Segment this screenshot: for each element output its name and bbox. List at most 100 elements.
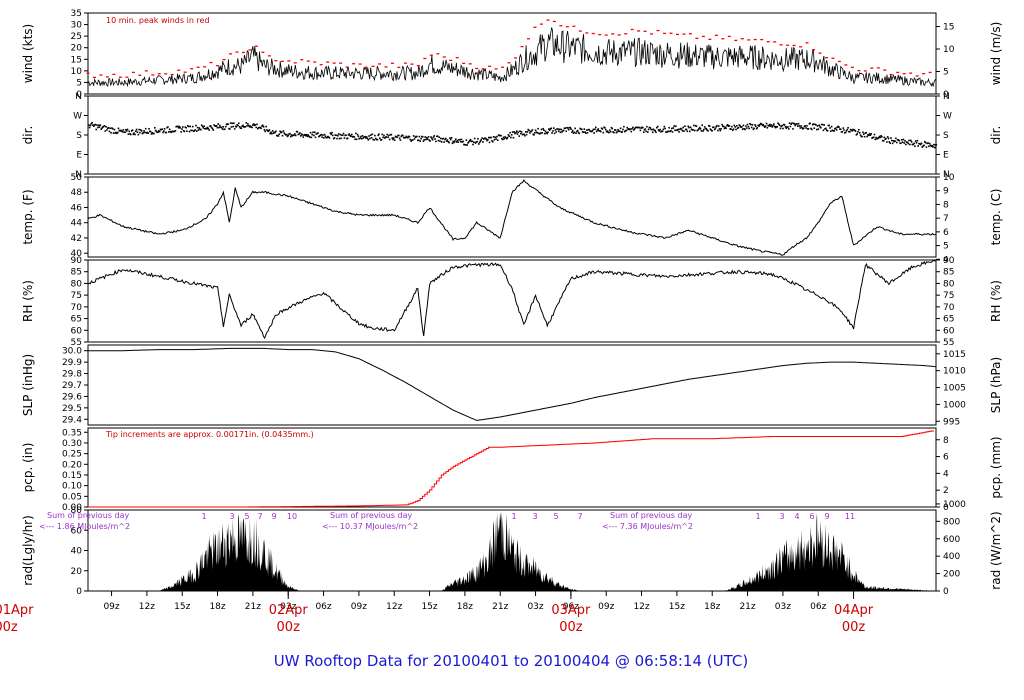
dir-point <box>296 131 299 133</box>
dir-point <box>398 137 401 140</box>
dir-point <box>920 142 923 145</box>
dir-point <box>132 133 135 136</box>
dir-point <box>528 129 530 132</box>
dir-point <box>830 130 832 132</box>
dir-point <box>928 142 931 145</box>
dir-point <box>452 140 454 143</box>
dir-point <box>812 123 815 125</box>
slp-rtick-label: 1000 <box>943 400 966 410</box>
dir-point <box>770 124 773 126</box>
dir-point <box>193 130 196 132</box>
dir-point <box>594 128 596 131</box>
dir-point <box>724 126 727 129</box>
dir-point <box>915 142 918 144</box>
dir-point <box>645 130 647 133</box>
dir-point <box>343 137 346 139</box>
dir-point <box>759 123 761 126</box>
dir-point <box>779 127 782 130</box>
dir-point <box>791 122 793 124</box>
dir-point <box>350 135 352 138</box>
dir-point <box>647 128 650 131</box>
dir-point <box>390 133 393 136</box>
dir-point <box>819 126 821 128</box>
dir-point <box>701 124 703 126</box>
dir-point <box>703 126 706 128</box>
date-label-bottom: 00z <box>842 620 866 635</box>
dir-point <box>894 140 896 142</box>
dir-point <box>477 138 479 140</box>
dir-point <box>207 127 210 130</box>
dir-point <box>687 125 689 128</box>
dir-point <box>668 126 670 129</box>
dir-point <box>715 125 717 128</box>
x-tick-label: 03z <box>775 602 791 612</box>
dir-point <box>669 130 671 133</box>
dir-point <box>853 129 855 131</box>
dir-point <box>675 125 677 128</box>
dir-point <box>516 133 519 135</box>
dir-rtick-label: N <box>943 170 950 180</box>
x-axis: 09z 12z 15z 18z 21z 03z 06z 09z 12z 15z 18z 21z 03z 0… <box>103 591 874 635</box>
footer-caption: UW Rooftop Data for 20100401 to 20100404… <box>274 652 748 670</box>
dir-point <box>388 138 391 141</box>
dir-point <box>351 136 354 138</box>
slp-ltick-label: 29.8 <box>62 370 82 380</box>
dir-point <box>546 132 548 135</box>
dir-point <box>429 140 431 142</box>
dir-point <box>245 122 248 124</box>
panel-slp: SLP (inHg) SLP (hPa) 29.429.5 29.629.729.8 2… <box>21 344 1003 427</box>
dir-point <box>600 130 602 133</box>
dir-point <box>766 127 769 129</box>
dir-point <box>474 142 477 144</box>
dir-point <box>825 127 827 130</box>
dir-point <box>191 125 194 128</box>
dir-point <box>900 142 902 145</box>
dir-point <box>914 140 917 142</box>
dir-ltick-label: W <box>73 112 82 122</box>
dir-point <box>288 133 290 135</box>
dir-point <box>545 132 548 134</box>
dir-point <box>492 140 494 143</box>
dir-point <box>933 143 935 146</box>
dir-point <box>304 133 306 136</box>
dir-point <box>572 132 575 134</box>
dir-point <box>732 128 735 130</box>
dir-point <box>773 123 775 125</box>
dir-point <box>882 140 885 142</box>
pcp-ltick-label: 0.10 <box>62 482 82 492</box>
dir-point <box>352 135 355 138</box>
dir-point <box>320 133 323 136</box>
dir-point <box>858 128 860 131</box>
dir-point <box>309 136 311 138</box>
dir-point <box>432 136 435 139</box>
dir-point <box>424 136 426 138</box>
dir-point <box>656 126 658 129</box>
dir-point <box>224 128 226 130</box>
dir-point <box>775 125 778 128</box>
dir-point <box>844 131 847 134</box>
dir-point <box>878 135 881 138</box>
dir-point <box>322 134 324 136</box>
dir-point <box>106 129 108 131</box>
dir-point <box>782 127 784 130</box>
dir-point <box>686 130 689 133</box>
dir-point <box>554 129 557 131</box>
dir-point <box>886 136 889 138</box>
dir-point <box>242 124 244 127</box>
dir-point <box>768 125 770 127</box>
dir-point <box>676 129 679 132</box>
dir-point <box>252 124 254 126</box>
dir-point <box>440 141 443 143</box>
dir-point <box>367 139 370 141</box>
dir-point <box>240 127 243 129</box>
dir-point <box>751 124 754 126</box>
dir-point <box>318 135 321 137</box>
dir-point <box>670 127 673 130</box>
dir-point <box>219 124 221 127</box>
dir-point <box>681 130 684 132</box>
dir-point <box>581 128 583 131</box>
dir-point <box>678 131 680 133</box>
rad-hour-mark: 3 <box>229 512 234 521</box>
dir-point <box>765 122 768 125</box>
dir-point <box>685 128 688 131</box>
